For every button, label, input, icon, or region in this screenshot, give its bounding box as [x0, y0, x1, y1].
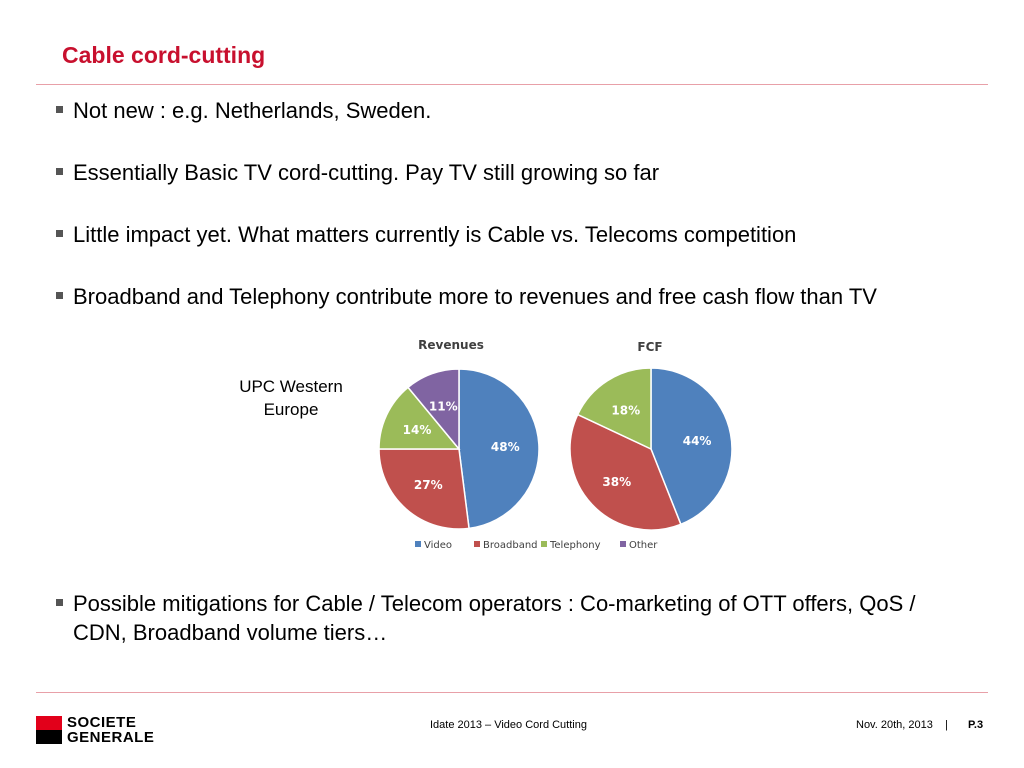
- pie-title: Revenues: [418, 338, 484, 352]
- bullet-square-icon: [56, 168, 63, 175]
- bullet-item: Not new : e.g. Netherlands, Sweden.: [56, 96, 936, 125]
- pie-slice-broadband: [378, 448, 470, 530]
- pie-title: FCF: [637, 340, 662, 354]
- logo-red-block: [36, 716, 62, 730]
- bullet-text: Essentially Basic TV cord-cutting. Pay T…: [73, 160, 660, 185]
- chart-caption: UPC Western Europe: [239, 377, 343, 419]
- legend-swatch-video: [415, 541, 421, 547]
- pie-charts: Revenues 48% 27% 14% 11% FCF 44% 38% 18% Video Bro…: [378, 338, 733, 551]
- footer-title: Idate 2013 – Video Cord Cutting: [430, 719, 587, 731]
- bullet-item: Essentially Basic TV cord-cutting. Pay T…: [56, 158, 936, 187]
- bullet-text: Possible mitigations for Cable / Telecom…: [73, 591, 916, 645]
- bullet-item: Little impact yet. What matters currentl…: [56, 220, 936, 249]
- logo-line-1: SOCIETE: [67, 714, 137, 731]
- bullet-item: Broadband and Telephony contribute more …: [56, 282, 936, 311]
- logo-line-2: GENERALE: [67, 729, 155, 746]
- pie-slice-broadband: [569, 413, 682, 531]
- logo-black-block: [36, 730, 62, 744]
- legend-swatch-broadband: [474, 541, 480, 547]
- bullet-square-icon: [56, 292, 63, 299]
- bullet-item: Possible mitigations for Cable / Telecom…: [56, 589, 936, 647]
- pie-slice-video: [650, 367, 733, 526]
- pie-slice-other: [406, 368, 460, 452]
- legend-swatch-telephony: [541, 541, 547, 547]
- pie-data-label: 44%: [683, 434, 712, 448]
- page-number: P.3: [968, 719, 984, 731]
- legend-swatch-other: [620, 541, 626, 547]
- pie-data-label: 14%: [403, 423, 432, 437]
- pie-data-label: 38%: [602, 475, 631, 489]
- legend-label-video: Video: [424, 540, 452, 551]
- bullet-text: Not new : e.g. Netherlands, Sweden.: [73, 98, 432, 123]
- bullet-text: Broadband and Telephony contribute more …: [73, 284, 877, 309]
- bullet-text: Little impact yet. What matters currentl…: [73, 222, 797, 247]
- legend-label-other: Other: [629, 540, 658, 551]
- pie-slice-telephony: [378, 386, 461, 450]
- pie-data-label: 11%: [429, 399, 458, 413]
- footer-date: Nov. 20th, 2013: [856, 719, 933, 731]
- bullet-square-icon: [56, 106, 63, 113]
- pie-data-label: 18%: [611, 403, 640, 417]
- legend-label-telephony: Telephony: [549, 540, 601, 551]
- pie-slice-telephony: [576, 367, 652, 451]
- bullet-square-icon: [56, 230, 63, 237]
- pie-data-label: 27%: [414, 478, 443, 492]
- bullet-square-icon: [56, 599, 63, 606]
- societe-generale-logo: SOCIETE GENERALE: [36, 712, 176, 746]
- pie-data-label: 48%: [491, 440, 520, 454]
- slide-title: Cable cord-cutting: [62, 42, 266, 68]
- pie-slice-video: [458, 368, 540, 530]
- footer-divider: [36, 692, 988, 693]
- header-divider: [36, 84, 988, 85]
- footer-separator: |: [945, 719, 948, 731]
- legend-label-broadband: Broadband: [483, 540, 538, 551]
